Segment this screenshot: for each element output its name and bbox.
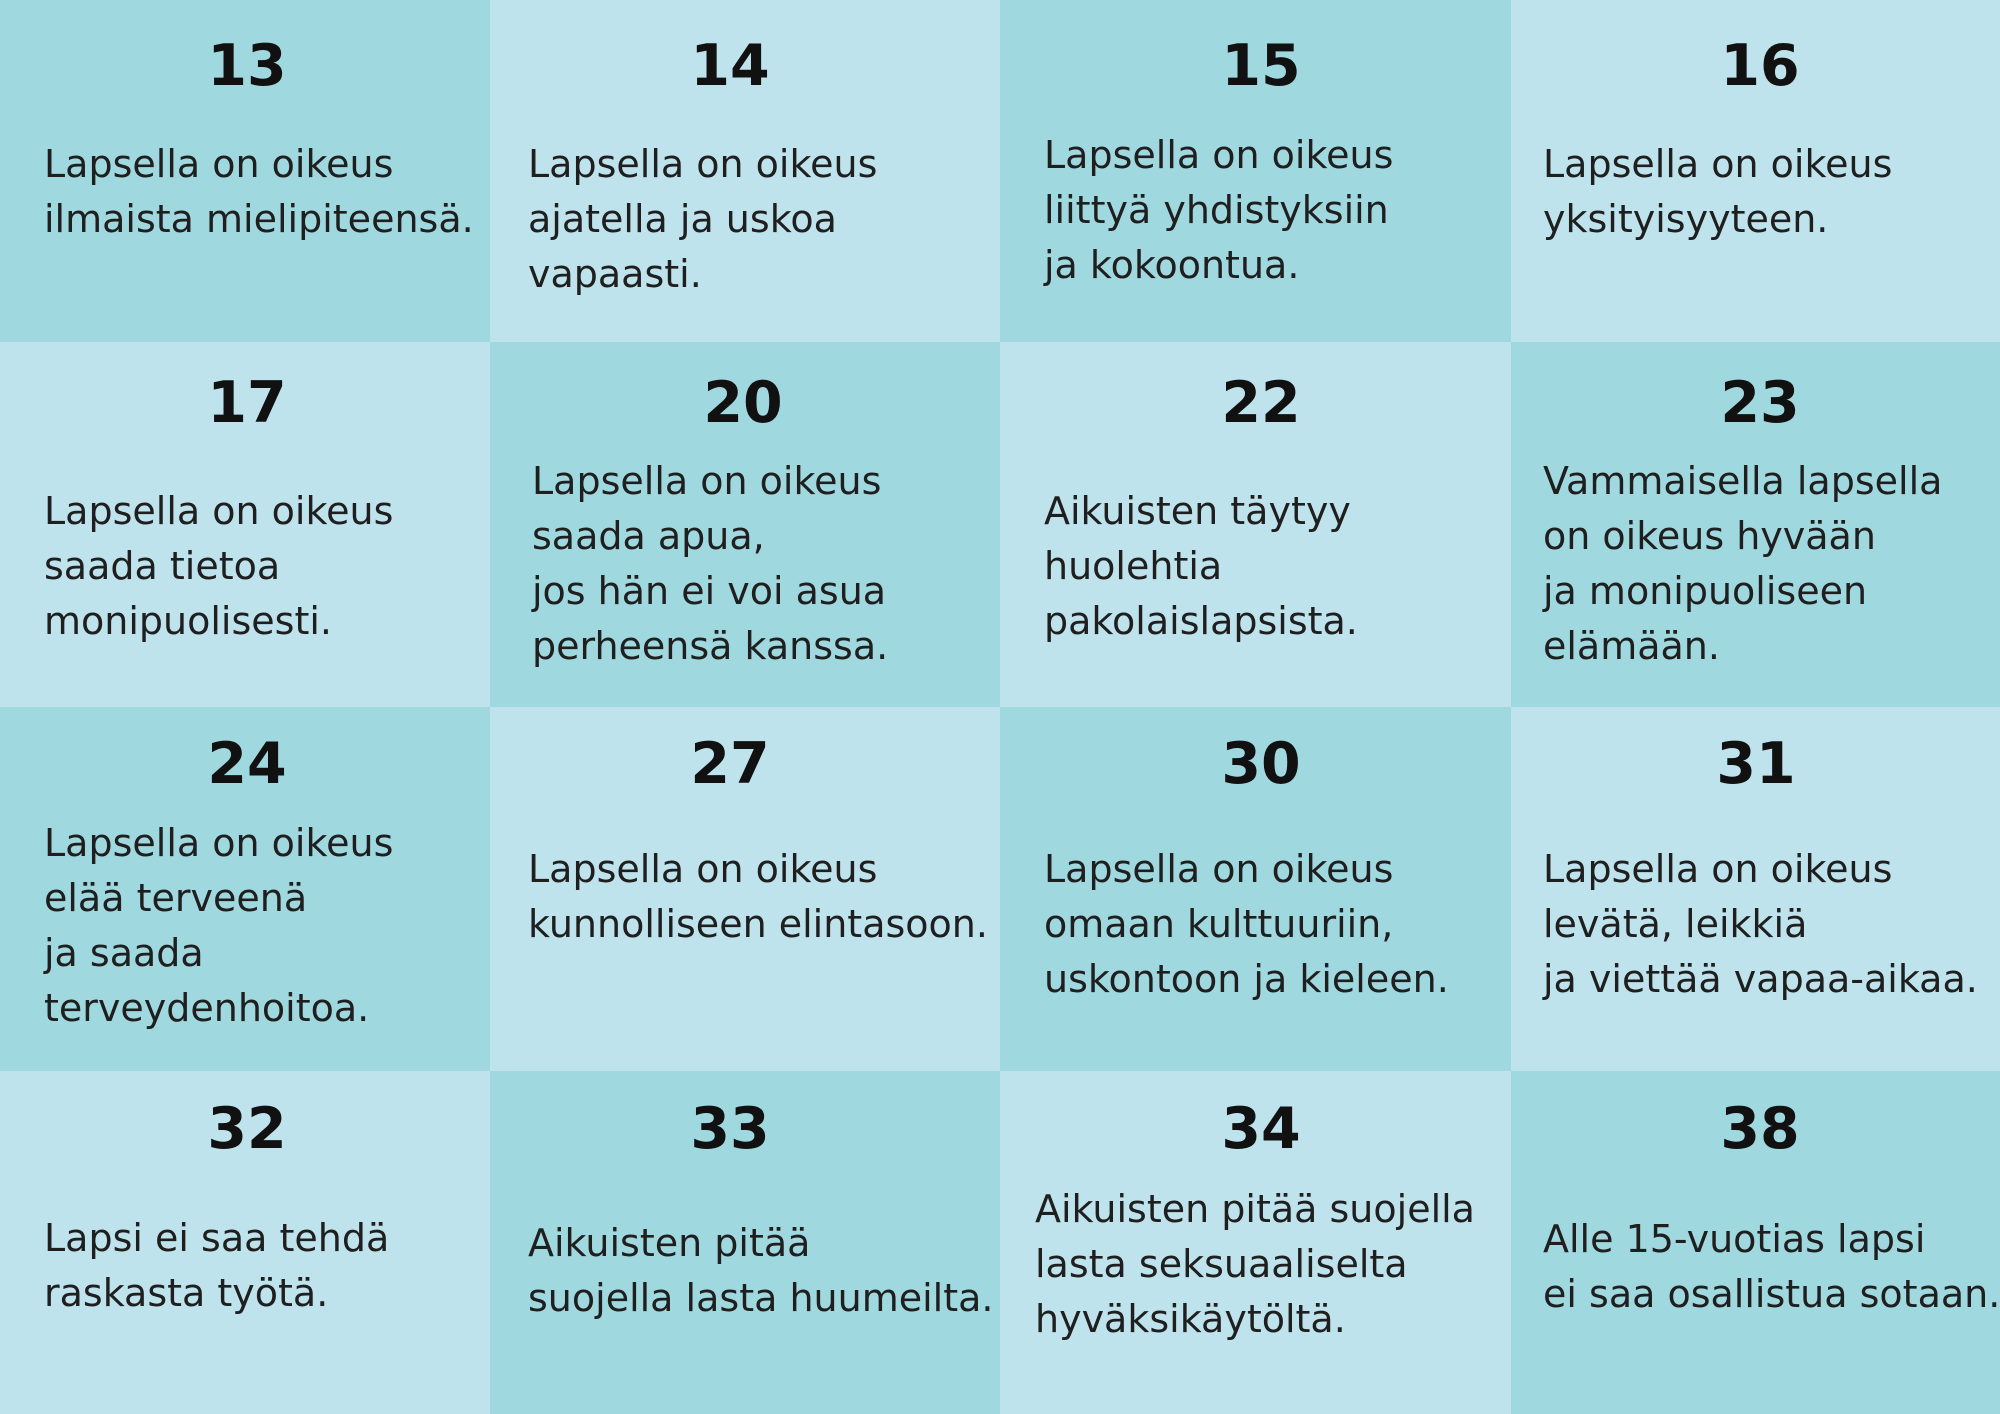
article-text-line: on oikeus hyvään — [1543, 514, 1876, 558]
article-text-line: ja saada — [44, 931, 204, 975]
article-text: Lapsella on oikeus ilmaista mielipiteensä… — [44, 137, 474, 247]
article-text-line: raskasta työtä. — [44, 1271, 329, 1315]
article-text-line: Alle 15-vuotias lapsi — [1543, 1217, 1926, 1261]
article-text-line: perheensä kanssa. — [532, 624, 889, 668]
article-text-line: omaan kulttuuriin, — [1044, 902, 1394, 946]
article-text: Lapsella on oikeus omaan kulttuuriin, usko… — [1044, 842, 1449, 1007]
article-text-line: terveydenhoitoa. — [44, 986, 370, 1030]
article-text-line: Lapsella on oikeus — [1044, 133, 1394, 177]
article-number: 15 — [1221, 33, 1301, 99]
article-text-line: ja monipuoliseen — [1543, 569, 1868, 613]
article-text-line: Vammaisella lapsella — [1543, 459, 1943, 503]
article-text-line: pakolaislapsista. — [1044, 599, 1358, 643]
article-text-line: Lapsi ei saa tehdä — [44, 1216, 390, 1260]
article-card-32: 32 Lapsi ei saa tehdä raskasta työtä. — [0, 1071, 490, 1414]
article-number: 24 — [207, 731, 287, 797]
article-text-line: elämään. — [1543, 624, 1720, 668]
article-text: Aikuisten täytyy huolehtia pakolaislapsist… — [1044, 484, 1358, 649]
article-text: Lapsella on oikeus ajatella ja uskoa vapaa… — [528, 137, 877, 302]
article-card-23: 23 Vammaisella lapsella on oikeus hyvään ja… — [1511, 342, 2000, 707]
article-text: Lapsella on oikeus saada tietoa monipuolis… — [44, 484, 393, 649]
article-text-line: yksityisyyteen. — [1543, 197, 1829, 241]
article-text: Lapsella on oikeus liittyä yhdistyksiin ja… — [1044, 128, 1393, 293]
article-text-line: ja kokoontua. — [1044, 243, 1300, 287]
article-text: Vammaisella lapsella on oikeus hyvään ja m… — [1543, 454, 1942, 674]
article-text-line: Lapsella on oikeus — [44, 489, 394, 533]
article-text-line: lasta seksuaaliselta — [1035, 1242, 1408, 1286]
article-number: 34 — [1221, 1096, 1301, 1162]
article-number: 14 — [690, 33, 770, 99]
article-text-line: Aikuisten täytyy — [1044, 489, 1351, 533]
article-text-line: uskontoon ja kieleen. — [1044, 957, 1449, 1001]
article-number: 31 — [1716, 731, 1796, 797]
article-text-line: elää terveenä — [44, 876, 308, 920]
article-text-line: saada apua, — [532, 514, 765, 558]
article-text-line: ei saa osallistua sotaan. — [1543, 1272, 2000, 1316]
article-text-line: Lapsella on oikeus — [532, 459, 882, 503]
article-card-13: 13 Lapsella on oikeus ilmaista mielipiteen… — [0, 0, 490, 342]
article-text-line: Lapsella on oikeus — [1543, 142, 1893, 186]
article-card-22: 22 Aikuisten täytyy huolehtia pakolaislapsi… — [1000, 342, 1511, 707]
article-text-line: Lapsella on oikeus — [528, 847, 878, 891]
article-text-line: monipuolisesti. — [44, 599, 332, 643]
article-card-34: 34 Aikuisten pitää suojella lasta seksuaal… — [1000, 1071, 1511, 1414]
article-number: 16 — [1720, 33, 1800, 99]
article-text-line: levätä, leikkiä — [1543, 902, 1808, 946]
article-text-line: jos hän ei voi asua — [532, 569, 887, 613]
article-text-line: ilmaista mielipiteensä. — [44, 197, 474, 241]
article-text-line: kunnolliseen elintasoon. — [528, 902, 988, 946]
article-text-line: Lapsella on oikeus — [1044, 847, 1394, 891]
article-number: 13 — [207, 33, 287, 99]
article-number: 30 — [1221, 731, 1301, 797]
article-card-16: 16 Lapsella on oikeus yksityisyyteen. — [1511, 0, 2000, 342]
article-text-line: ja viettää vapaa-aikaa. — [1543, 957, 1978, 1001]
article-card-33: 33 Aikuisten pitää suojella lasta huumeilt… — [490, 1071, 1000, 1414]
article-card-30: 30 Lapsella on oikeus omaan kulttuuriin, us… — [1000, 707, 1511, 1071]
article-number: 32 — [207, 1096, 287, 1162]
article-text-line: ajatella ja uskoa — [528, 197, 837, 241]
article-number: 33 — [690, 1096, 770, 1162]
article-text: Lapsella on oikeus kunnolliseen elintasoo… — [528, 842, 988, 952]
article-text: Lapsella on oikeus levätä, leikkiä ja viet… — [1543, 842, 1978, 1007]
article-card-17: 17 Lapsella on oikeus saada tietoa monipuol… — [0, 342, 490, 707]
article-text: Lapsi ei saa tehdä raskasta työtä. — [44, 1211, 389, 1321]
article-text-line: suojella lasta huumeilta. — [528, 1276, 994, 1320]
article-card-31: 31 Lapsella on oikeus levätä, leikkiä ja vi… — [1511, 707, 2000, 1071]
article-card-38: 38 Alle 15-vuotias lapsi ei saa osallistua… — [1511, 1071, 2000, 1414]
article-text: Aikuisten pitää suojella lasta seksuaalis… — [1035, 1182, 1475, 1347]
article-number: 17 — [207, 370, 287, 436]
article-text: Lapsella on oikeus elää terveenä ja saada t… — [44, 816, 393, 1036]
article-text: Aikuisten pitää suojella lasta huumeilta. — [528, 1216, 993, 1326]
article-number: 22 — [1221, 370, 1301, 436]
article-text-line: Lapsella on oikeus — [528, 142, 878, 186]
article-card-20: 20 Lapsella on oikeus saada apua, jos hän e… — [490, 342, 1000, 707]
article-text-line: hyväksikäytöltä. — [1035, 1297, 1346, 1341]
article-number: 20 — [703, 370, 783, 436]
article-card-27: 27 Lapsella on oikeus kunnolliseen elintas… — [490, 707, 1000, 1071]
article-text-line: Aikuisten pitää suojella — [1035, 1187, 1475, 1231]
article-card-15: 15 Lapsella on oikeus liittyä yhdistyksiin… — [1000, 0, 1511, 342]
article-text-line: saada tietoa — [44, 544, 281, 588]
article-text-line: huolehtia — [1044, 544, 1223, 588]
article-text-line: vapaasti. — [528, 252, 702, 296]
article-card-24: 24 Lapsella on oikeus elää terveenä ja saad… — [0, 707, 490, 1071]
article-number: 38 — [1720, 1096, 1800, 1162]
article-card-14: 14 Lapsella on oikeus ajatella ja uskoa vap… — [490, 0, 1000, 342]
article-text: Alle 15-vuotias lapsi ei saa osallistua s… — [1543, 1212, 2000, 1322]
article-number: 27 — [690, 731, 770, 797]
article-number: 23 — [1720, 370, 1800, 436]
article-text-line: Lapsella on oikeus — [44, 142, 394, 186]
article-text: Lapsella on oikeus yksityisyyteen. — [1543, 137, 1892, 247]
article-text-line: Aikuisten pitää — [528, 1221, 811, 1265]
article-text-line: liittyä yhdistyksiin — [1044, 188, 1389, 232]
article-text-line: Lapsella on oikeus — [44, 821, 394, 865]
article-text-line: Lapsella on oikeus — [1543, 847, 1893, 891]
article-text: Lapsella on oikeus saada apua, jos hän ei … — [532, 454, 888, 674]
